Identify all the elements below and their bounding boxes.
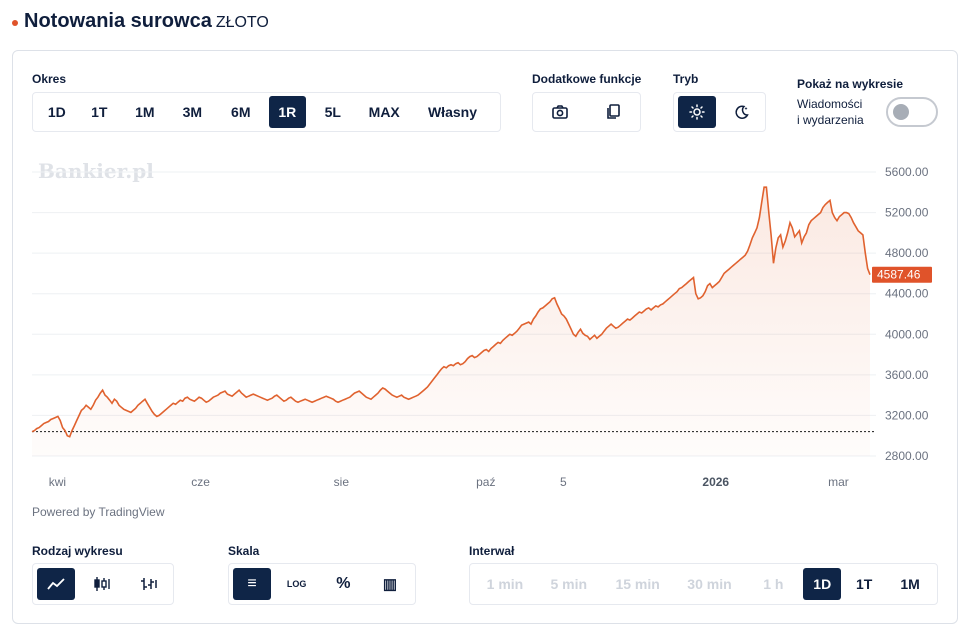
y-tick-label: 5600.00 <box>885 165 929 179</box>
price-chart[interactable]: Bankier.pl 5600.00 5200.00 4800.00 4400.00 4… <box>20 150 940 495</box>
x-tick-label: 2026 <box>702 475 729 489</box>
period-label: Okres <box>32 72 67 86</box>
x-tick-label: sie <box>334 475 350 489</box>
news-events-toggle[interactable] <box>886 97 938 127</box>
period-custom-button[interactable]: Własny <box>427 104 477 120</box>
interval-15min-button[interactable]: 15 min <box>615 576 660 592</box>
scale-linear-button[interactable]: ≡ <box>233 568 271 600</box>
interval-1m-button[interactable]: 1M <box>900 576 920 592</box>
page-title: Notowania surowca ZŁOTO <box>24 10 269 33</box>
period-1r-button[interactable]: 1R <box>268 96 307 128</box>
news-events-line2: i wydarzenia <box>797 113 864 127</box>
page-subtitle: ZŁOTO <box>215 14 269 31</box>
y-tick-label: 3600.00 <box>885 368 929 382</box>
scale-indexed-button[interactable]: ▥ <box>382 576 398 593</box>
price-line <box>31 186 871 438</box>
interval-1t-button[interactable]: 1T <box>855 576 873 592</box>
period-selector: 1D 1T 1M 3M 6M 1R 5L MAX Własny <box>32 92 501 132</box>
y-tick-label: 5200.00 <box>885 206 929 220</box>
x-tick-label: 5 <box>560 475 567 489</box>
period-3m-button[interactable]: 3M <box>182 104 203 120</box>
candlestick-icon[interactable] <box>82 568 122 600</box>
x-tick-label: mar <box>828 475 849 489</box>
period-6m-button[interactable]: 6M <box>231 104 251 120</box>
interval-5min-button[interactable]: 5 min <box>550 576 588 592</box>
extras-toolbar <box>532 92 641 132</box>
y-tick-label: 2800.00 <box>885 449 929 463</box>
scale-log-button[interactable]: LOG <box>286 579 307 589</box>
ohlc-bar-icon[interactable] <box>129 568 169 600</box>
chart-panel <box>12 50 958 624</box>
toggle-knob <box>893 104 909 120</box>
y-axis: 5600.00 5200.00 4800.00 4400.00 4000.00 3600.… <box>885 165 929 463</box>
scale-label: Skala <box>228 544 260 558</box>
interval-1d-button[interactable]: 1D <box>803 568 842 600</box>
interval-30min-button[interactable]: 30 min <box>687 576 732 592</box>
x-tick-label: cze <box>191 475 210 489</box>
chart-type-selector <box>32 563 174 605</box>
y-tick-label: 3200.00 <box>885 408 929 422</box>
title-bullet <box>12 20 18 26</box>
powered-by-link[interactable]: Powered by TradingView <box>32 505 165 519</box>
period-1d-button[interactable]: 1D <box>47 104 66 120</box>
mode-toggle <box>673 92 766 132</box>
interval-1h-button[interactable]: 1 h <box>763 576 784 592</box>
price-area <box>32 187 870 456</box>
last-price-value: 4587.46 <box>877 268 921 282</box>
y-tick-label: 4800.00 <box>885 246 929 260</box>
mode-label: Tryb <box>673 72 699 86</box>
x-tick-label: paź <box>476 475 495 489</box>
sun-icon[interactable] <box>678 96 716 128</box>
interval-1min-button[interactable]: 1 min <box>486 576 524 592</box>
camera-icon[interactable] <box>542 96 578 128</box>
copy-icon[interactable] <box>595 96 631 128</box>
y-tick-label: 4400.00 <box>885 287 929 301</box>
line-chart-icon[interactable] <box>37 568 75 600</box>
moon-icon[interactable] <box>723 96 761 128</box>
interval-label: Interwał <box>469 544 515 558</box>
period-1t-button[interactable]: 1T <box>91 104 108 120</box>
bankier-watermark: Bankier.pl <box>38 159 154 183</box>
last-price-badge: 4587.46 <box>872 266 932 283</box>
scale-selector: ≡ LOG % ▥ <box>228 563 416 605</box>
period-5l-button[interactable]: 5L <box>324 104 341 120</box>
extras-label: Dodatkowe funkcje <box>532 72 642 86</box>
x-axis: kwi cze sie paź 5 2026 mar <box>49 475 849 489</box>
news-events-line1: Wiadomości <box>797 97 863 111</box>
interval-selector: 1 min 5 min 15 min 30 min 1 h 1D 1T 1M <box>469 563 938 605</box>
page-title-text: Notowania surowca <box>24 10 212 32</box>
news-events-label: Wiadomości i wydarzenia <box>797 96 864 128</box>
y-tick-label: 4000.00 <box>885 327 929 341</box>
scale-percent-button[interactable]: % <box>336 575 351 592</box>
chart-type-label: Rodzaj wykresu <box>32 544 123 558</box>
period-1m-button[interactable]: 1M <box>135 104 155 120</box>
x-tick-label: kwi <box>49 475 66 489</box>
period-max-button[interactable]: MAX <box>368 104 400 120</box>
show-on-chart-label: Pokaż na wykresie <box>797 77 904 91</box>
